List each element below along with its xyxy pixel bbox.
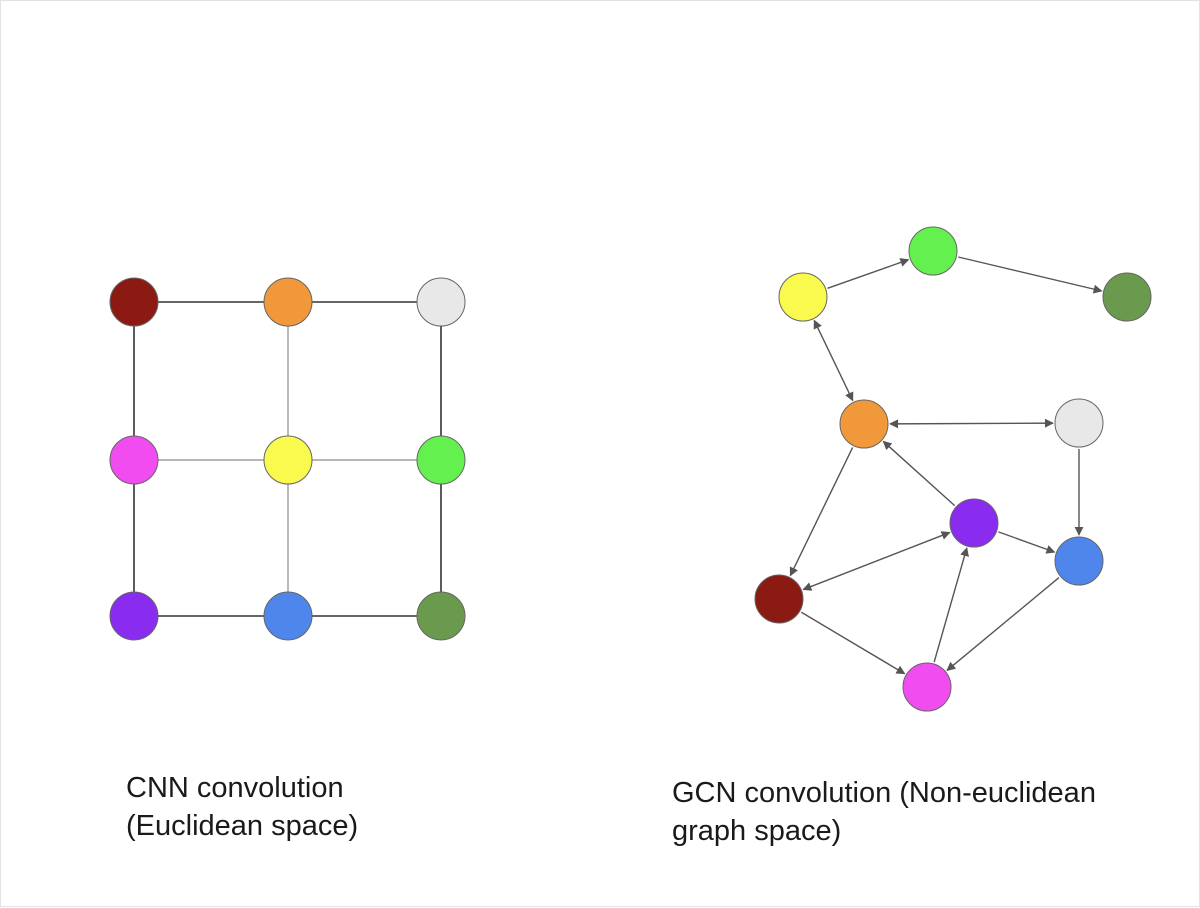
cnn-node-r1c1 xyxy=(109,277,159,327)
gcn-caption-line2: graph space) xyxy=(672,815,842,847)
gcn-node-orange xyxy=(839,399,889,449)
cnn-grid-graph xyxy=(109,277,466,641)
gcn-edge-magenta-purple xyxy=(933,547,969,663)
cnn-node-r1c2 xyxy=(263,277,313,327)
cnn-caption-line2: (Euclidean space) xyxy=(126,810,359,842)
cnn-node-r3c2 xyxy=(263,591,313,641)
cnn-caption: CNN convolution (Euclidean space) xyxy=(126,769,446,845)
gcn-edge-yellow-green xyxy=(827,258,910,289)
gcn-node-purple xyxy=(949,498,999,548)
gcn-node-dkgreen xyxy=(1102,272,1152,322)
cnn-node-r2c1 xyxy=(109,435,159,485)
gcn-edge-yellow-orange xyxy=(813,319,854,402)
cnn-node-r2c3 xyxy=(416,435,466,485)
gcn-edge-purple-blue xyxy=(998,531,1056,554)
cnn-node-r1c3 xyxy=(416,277,466,327)
gcn-edge-green-dkgreen xyxy=(958,256,1103,294)
gcn-edge-red-purple xyxy=(802,531,951,591)
gcn-node-magenta xyxy=(902,662,952,712)
cnn-node-r2c2 xyxy=(263,435,313,485)
gcn-edges xyxy=(789,256,1103,675)
gcn-edge-red-magenta xyxy=(800,611,906,675)
gcn-node-white xyxy=(1054,398,1104,448)
gcn-edge-orange-red xyxy=(789,447,854,577)
cnn-node-r3c1 xyxy=(109,591,159,641)
gcn-edge-orange-white xyxy=(889,418,1054,429)
gcn-node-red xyxy=(754,574,804,624)
gcn-edge-purple-orange xyxy=(882,440,956,507)
gcn-node-green xyxy=(908,226,958,276)
gcn-edge-blue-magenta xyxy=(946,577,1060,671)
gcn-caption-line1: GCN convolution (Non-euclidean xyxy=(672,777,1096,809)
gcn-nodes xyxy=(754,226,1152,712)
cnn-node-r3c3 xyxy=(416,591,466,641)
gcn-node-blue xyxy=(1054,536,1104,586)
cnn-caption-line1: CNN convolution xyxy=(126,772,344,804)
gcn-node-yellow xyxy=(778,272,828,322)
gcn-caption: GCN convolution (Non-euclidean graph spa… xyxy=(672,774,1172,850)
